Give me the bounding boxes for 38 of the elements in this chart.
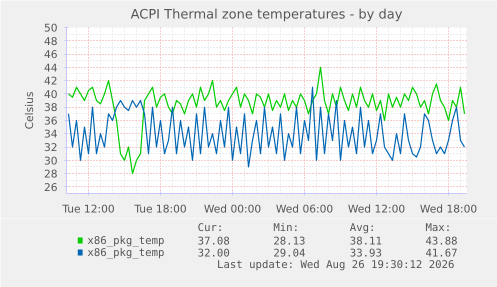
- line-series: [68, 86, 466, 168]
- y-tick-label: 40: [44, 88, 58, 101]
- y-tick-label: 26: [44, 180, 58, 194]
- text: 43.88: [425, 234, 458, 248]
- text: Min:: [273, 221, 300, 234]
- text: 41.67: [425, 246, 458, 260]
- legend-label: x86_pkg_temp: [87, 234, 164, 247]
- y-tick-label: 36: [44, 114, 58, 128]
- y-tick-label: 50: [44, 22, 58, 34]
- text: 32.00: [198, 246, 230, 260]
- y-tick-label: 34: [44, 128, 58, 141]
- y-tick-label: 44: [44, 61, 58, 74]
- y-axis-title: Celsius: [22, 91, 36, 130]
- y-tick-label: 42: [44, 74, 58, 88]
- x-tick-label: Wed 12:00: [348, 202, 406, 216]
- text: Last update: Wed Aug 26 19:30:12 2026: [217, 258, 454, 271]
- x-tick-label: Wed 18:00: [420, 202, 478, 216]
- text: 28.13: [273, 234, 306, 248]
- y-tick-label: 38: [44, 101, 58, 114]
- text: 37.08: [198, 234, 230, 248]
- text: 29.04: [273, 246, 306, 260]
- legend-label: x86_pkg_temp: [87, 246, 164, 259]
- text: Avg:: [350, 221, 376, 234]
- text: Max:: [425, 221, 452, 234]
- x-tick-label: Wed 06:00: [276, 202, 334, 216]
- x-tick-label: Wed 00:00: [204, 202, 262, 216]
- y-tick-label: 48: [44, 34, 58, 48]
- y-tick-label: 46: [44, 48, 58, 62]
- x-tick-label: Tue 12:00: [61, 202, 115, 216]
- text: 33.93: [350, 246, 382, 260]
- y-tick-label: 30: [44, 154, 58, 168]
- y-tick-label: 28: [44, 168, 58, 181]
- y-tick-label: 32: [44, 141, 58, 154]
- line-series: [68, 66, 466, 174]
- text: Cur:: [198, 221, 224, 234]
- x-tick-label: Tue 18:00: [133, 202, 187, 216]
- chart-title: ACPI Thermal zone temperatures - by day: [130, 8, 403, 22]
- text: 38.11: [350, 234, 382, 248]
